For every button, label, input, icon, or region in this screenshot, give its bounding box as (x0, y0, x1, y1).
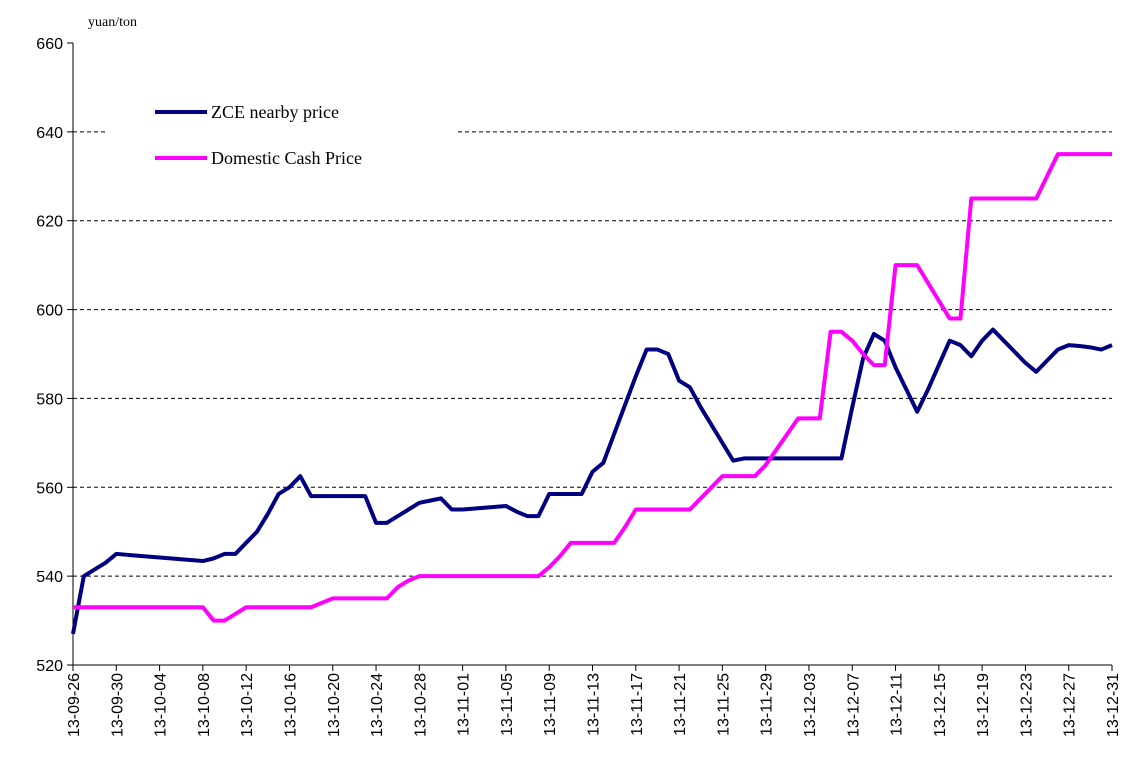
x-tick-label: 13-12-07 (845, 673, 862, 737)
x-tick-label: 13-11-17 (629, 673, 646, 736)
x-tick-label: 13-10-04 (153, 673, 170, 737)
y-tick-label: 600 (36, 303, 63, 320)
x-tick-label: 13-10-20 (326, 673, 343, 737)
x-tick-label: 13-11-09 (542, 673, 559, 736)
x-tick-label: 13-12-11 (889, 673, 906, 736)
x-tick-label: 13-11-13 (586, 673, 603, 736)
y-tick-label: 640 (36, 125, 63, 142)
x-tick-label: 13-09-26 (66, 673, 83, 737)
x-tick-label: 13-11-05 (499, 673, 516, 736)
x-tick-label: 13-12-03 (802, 673, 819, 737)
x-tick-label: 13-10-16 (282, 673, 299, 737)
x-tick-label: 13-12-31 (1105, 673, 1122, 737)
x-tick-label: 13-12-19 (975, 673, 992, 737)
y-tick-label: 560 (36, 480, 63, 497)
x-tick-label: 13-11-29 (759, 673, 776, 736)
y-tick-label: 660 (36, 36, 63, 53)
x-tick-label: 13-12-27 (1062, 673, 1079, 737)
data-line (73, 152, 1112, 623)
y-tick-label: 520 (36, 658, 63, 675)
x-tick-label: 13-10-24 (369, 673, 386, 737)
x-tick-label: 13-10-12 (239, 673, 256, 737)
y-tick-label: 540 (36, 569, 63, 586)
x-tick-label: 13-09-30 (109, 673, 126, 737)
legend-box (105, 92, 455, 180)
x-tick-label: 13-10-08 (196, 673, 213, 737)
x-tick-label: 13-11-21 (672, 673, 689, 736)
x-tick-label: 13-12-15 (932, 673, 949, 737)
x-tick-label: 13-11-01 (456, 673, 473, 736)
legend-label: Domestic Cash Price (211, 148, 362, 168)
x-tick-label: 13-10-28 (412, 673, 429, 737)
data-line (71, 327, 1113, 635)
y-axis-label: yuan/ton (88, 15, 137, 30)
legend-label: ZCE nearby price (211, 102, 339, 122)
x-tick-label: 13-11-25 (715, 673, 732, 736)
y-tick-label: 580 (36, 391, 63, 408)
x-tick-label: 13-12-23 (1018, 673, 1035, 737)
y-tick-label: 620 (36, 214, 63, 231)
